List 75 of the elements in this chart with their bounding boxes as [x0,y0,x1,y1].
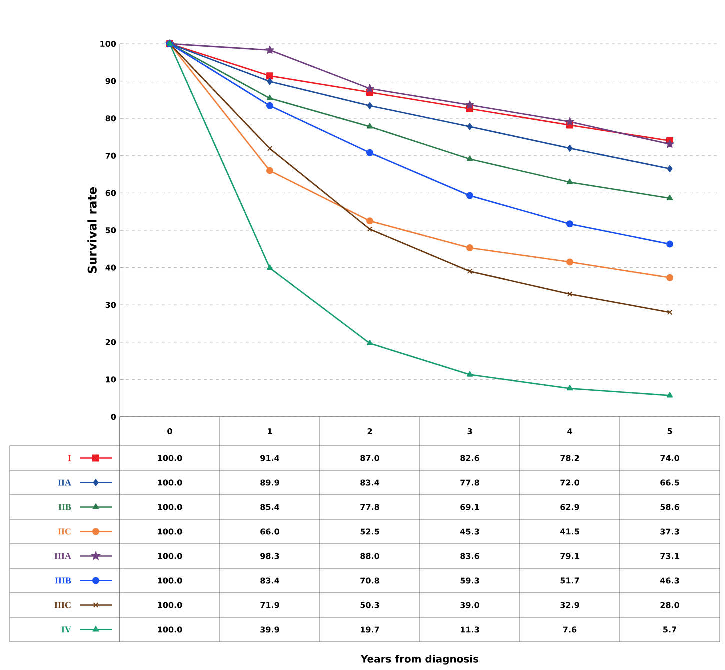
data-label: 51.7 [560,578,580,584]
data-label: 83.4 [260,578,280,584]
data-label: 5.7 [664,626,676,633]
y-tick-label: 80 [106,116,116,122]
x-tick-label: 2 [368,428,372,434]
data-label: 46.3 [660,578,680,584]
text: Years from diagnosis [360,655,479,665]
data-label: 39.0 [460,602,480,608]
data-label: 88.0 [360,553,380,560]
data-label: 83.6 [460,553,480,560]
data-label: 52.5 [360,528,380,535]
x-tick-label: 5 [668,428,672,434]
y-tick-label: 40 [106,264,116,271]
data-label: 89.9 [260,480,280,486]
data-label: 7.6 [563,626,577,633]
x-tick-label: 0 [168,428,172,435]
data-label: 41.5 [560,528,580,535]
y-tick-label: 10 [106,376,116,383]
data-label: 50.3 [360,602,380,608]
x-tick-label: 1 [268,428,272,434]
y-tick-label: 30 [106,302,116,308]
data-label: 100.0 [158,553,182,560]
data-label: 82.6 [460,455,480,462]
data-label: 98.3 [260,553,280,560]
data-label: 66.5 [660,480,680,486]
data-label: 71.9 [260,602,280,608]
data-label: 58.6 [660,504,680,510]
data-label: 100.0 [158,455,182,462]
legend-label: IIIA [54,553,72,560]
data-label: 70.8 [360,578,380,584]
data-label: 66.0 [260,528,280,535]
data-label: 100.0 [158,480,182,486]
data-label: 83.4 [360,480,380,486]
y-tick-label: 60 [106,190,116,196]
data-label: 69.1 [460,504,480,510]
x-tick-label: 3 [468,428,472,435]
data-label: 74.0 [660,455,680,462]
data-label: 77.8 [460,480,480,486]
data-label: 100.0 [158,626,182,633]
legend-label: IIIB [55,578,72,584]
data-label: 11.3 [461,626,480,633]
data-label: 78.2 [560,455,580,462]
y-tick-label: 90 [106,78,116,84]
y-axis-title: Survival rate [88,188,97,274]
y-tick-label: 50 [106,227,116,234]
y-tick-label: 100 [100,40,116,48]
data-label: 45.3 [460,528,480,535]
data-label: 85.4 [260,504,280,510]
data-label: 87.0 [360,455,380,462]
legend-label: IIA [58,480,72,486]
legend-label: IV [62,626,72,633]
data-label: 62.9 [560,504,580,510]
data-label: 73.1 [660,553,680,560]
data-label: 19.7 [361,626,380,633]
data-label: 59.3 [460,578,480,584]
y-tick-label: 20 [106,339,116,346]
data-label: 100.0 [158,528,182,535]
data-label: 79.1 [560,553,580,560]
data-label: 100.0 [158,504,182,510]
legend-label: IIIC [54,602,71,608]
data-label: 39.9 [260,626,280,633]
legend-label: I [68,455,72,462]
legend-label: IIB [58,504,72,510]
y-tick-label: 0 [111,414,116,420]
data-label: 72.0 [560,480,580,486]
data-label: 28.0 [660,602,680,608]
y-tick-label: 70 [106,152,116,159]
data-label: 37.3 [660,528,680,535]
data-label: 100.0 [158,602,182,608]
legend-label: IIC [58,528,71,535]
data-label: 91.4 [260,455,280,462]
data-label: 100.0 [158,578,182,584]
data-label: 32.9 [560,602,580,608]
x-tick-label: 4 [568,428,572,434]
data-label: 77.8 [360,504,380,510]
